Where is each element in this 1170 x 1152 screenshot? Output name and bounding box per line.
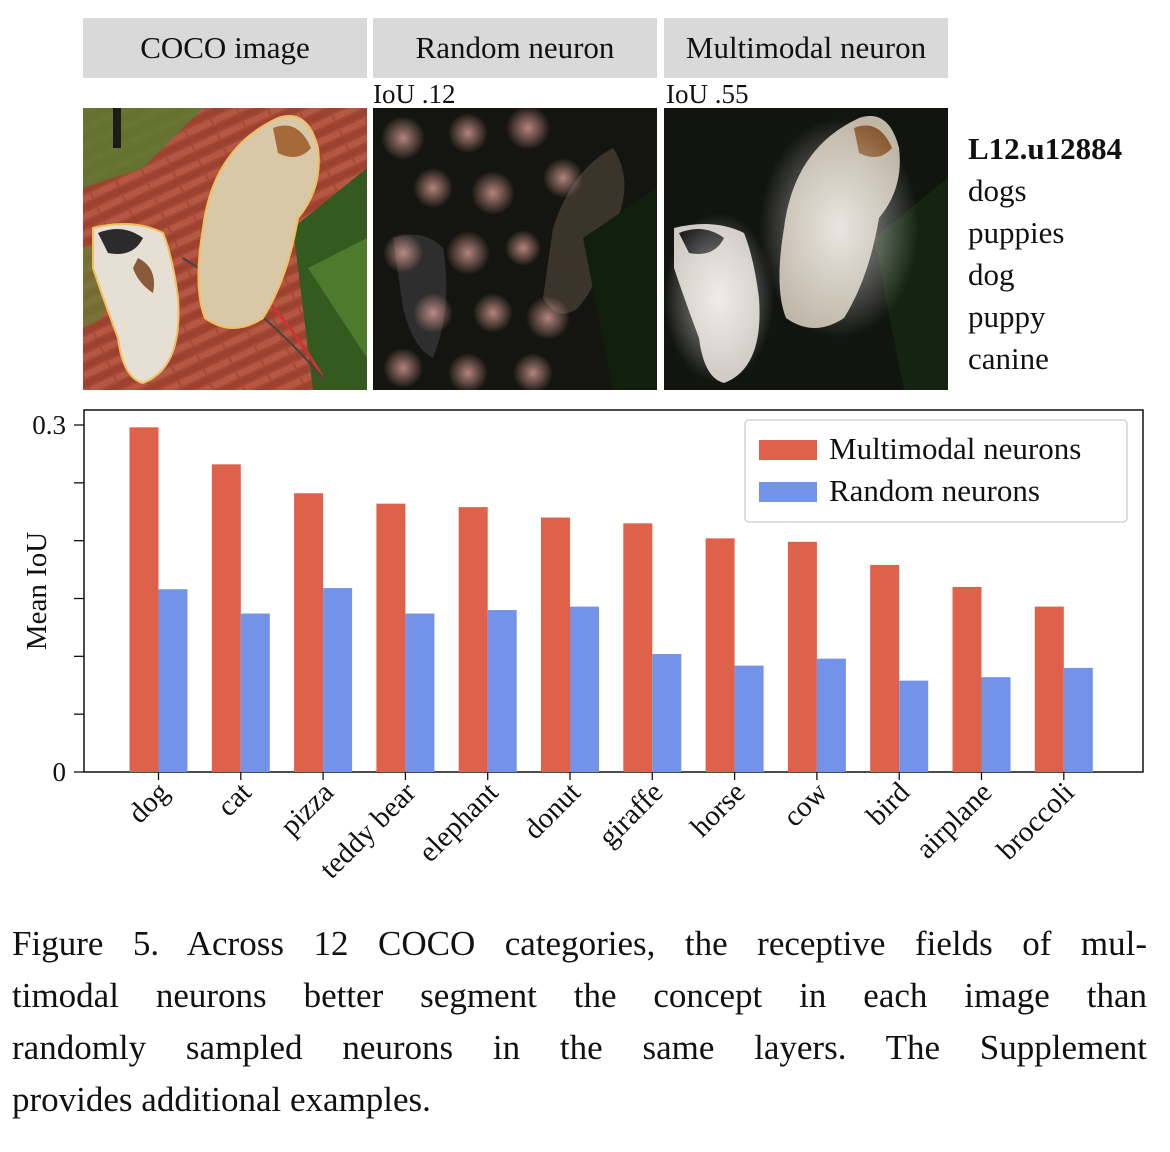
- bar-multimodal-cow: [787, 541, 817, 772]
- bar-multimodal-dog: [129, 427, 159, 772]
- bar-multimodal-giraffe: [623, 523, 653, 772]
- bar-multimodal-teddy-bear: [376, 503, 406, 772]
- figure-caption: Figure 5. Across 12 COCO categories, the…: [12, 918, 1147, 1126]
- bar-random-elephant: [487, 610, 517, 772]
- concept-item: puppies: [968, 215, 1065, 250]
- random-iou-label: IoU .12: [373, 79, 456, 109]
- x-tick-label: cow: [777, 776, 834, 833]
- x-tick-label: broccoli: [991, 776, 1081, 866]
- multimodal-iou-label: IoU .55: [666, 79, 749, 109]
- concept-item: canine: [968, 341, 1049, 376]
- bar-random-pizza: [323, 588, 353, 772]
- caption-line: Figure 5. Across 12 COCO categories, the…: [12, 924, 1147, 963]
- bar-random-cow: [816, 658, 846, 772]
- y-tick-label: 0.3: [32, 410, 66, 440]
- concept-item: dog: [968, 257, 1015, 292]
- neuron-concepts: L12.u12884 dogs puppies dog puppy canine: [968, 128, 1122, 380]
- bar-random-cat: [240, 613, 270, 772]
- bar-random-horse: [734, 665, 764, 772]
- x-tick-label: bird: [860, 776, 916, 832]
- legend-label: Random neurons: [829, 473, 1040, 508]
- y-tick-label: 0: [53, 757, 67, 787]
- x-tick-label: donut: [518, 776, 587, 845]
- concept-item: dogs: [968, 173, 1027, 208]
- bar-multimodal-elephant: [458, 507, 488, 772]
- caption-line: timodal neurons better segment the conce…: [12, 976, 1147, 1015]
- bar-random-dog: [158, 589, 188, 772]
- bar-random-airplane: [981, 677, 1011, 772]
- multimodal-neuron-header: Multimodal neuron: [664, 18, 948, 78]
- bar-multimodal-horse: [705, 538, 735, 772]
- y-axis-label: Mean IoU: [21, 532, 53, 650]
- bar-multimodal-broccoli: [1034, 606, 1064, 772]
- caption-line: provides additional examples.: [12, 1080, 431, 1119]
- coco-image-header: COCO image: [83, 18, 367, 78]
- plot-frame: [83, 409, 1144, 773]
- caption-line: randomly sampled neurons in the same lay…: [12, 1028, 1147, 1067]
- x-tick-label: giraffe: [592, 776, 669, 853]
- neuron-id: L12.u12884: [968, 131, 1123, 166]
- legend-swatch: [759, 440, 817, 460]
- legend-swatch: [759, 482, 817, 502]
- x-tick-label: dog: [122, 776, 175, 829]
- x-tick-label: elephant: [413, 776, 505, 868]
- multimodal-neuron-heatmap: [664, 108, 948, 390]
- concept-item: puppy: [968, 299, 1046, 334]
- x-tick-label: pizza: [274, 776, 340, 842]
- random-neuron-header: Random neuron: [373, 18, 657, 78]
- random-neuron-heatmap: [373, 108, 657, 390]
- bar-multimodal-cat: [211, 464, 241, 772]
- x-tick-label: horse: [684, 776, 751, 843]
- bar-random-teddy-bear: [405, 613, 435, 772]
- bar-multimodal-donut: [541, 517, 570, 772]
- bar-multimodal-bird: [870, 564, 900, 772]
- bar-random-giraffe: [652, 654, 682, 772]
- x-tick-label: airplane: [910, 776, 999, 865]
- bar-multimodal-airplane: [952, 586, 982, 772]
- x-tick-label: cat: [211, 776, 258, 823]
- bar-random-broccoli: [1063, 667, 1093, 772]
- bar-random-bird: [899, 680, 929, 772]
- bar-multimodal-pizza: [294, 493, 324, 772]
- legend-box: [744, 419, 1128, 523]
- legend-label: Multimodal neurons: [829, 431, 1081, 466]
- coco-dog-photo: [83, 108, 367, 390]
- bar-random-donut: [570, 606, 599, 772]
